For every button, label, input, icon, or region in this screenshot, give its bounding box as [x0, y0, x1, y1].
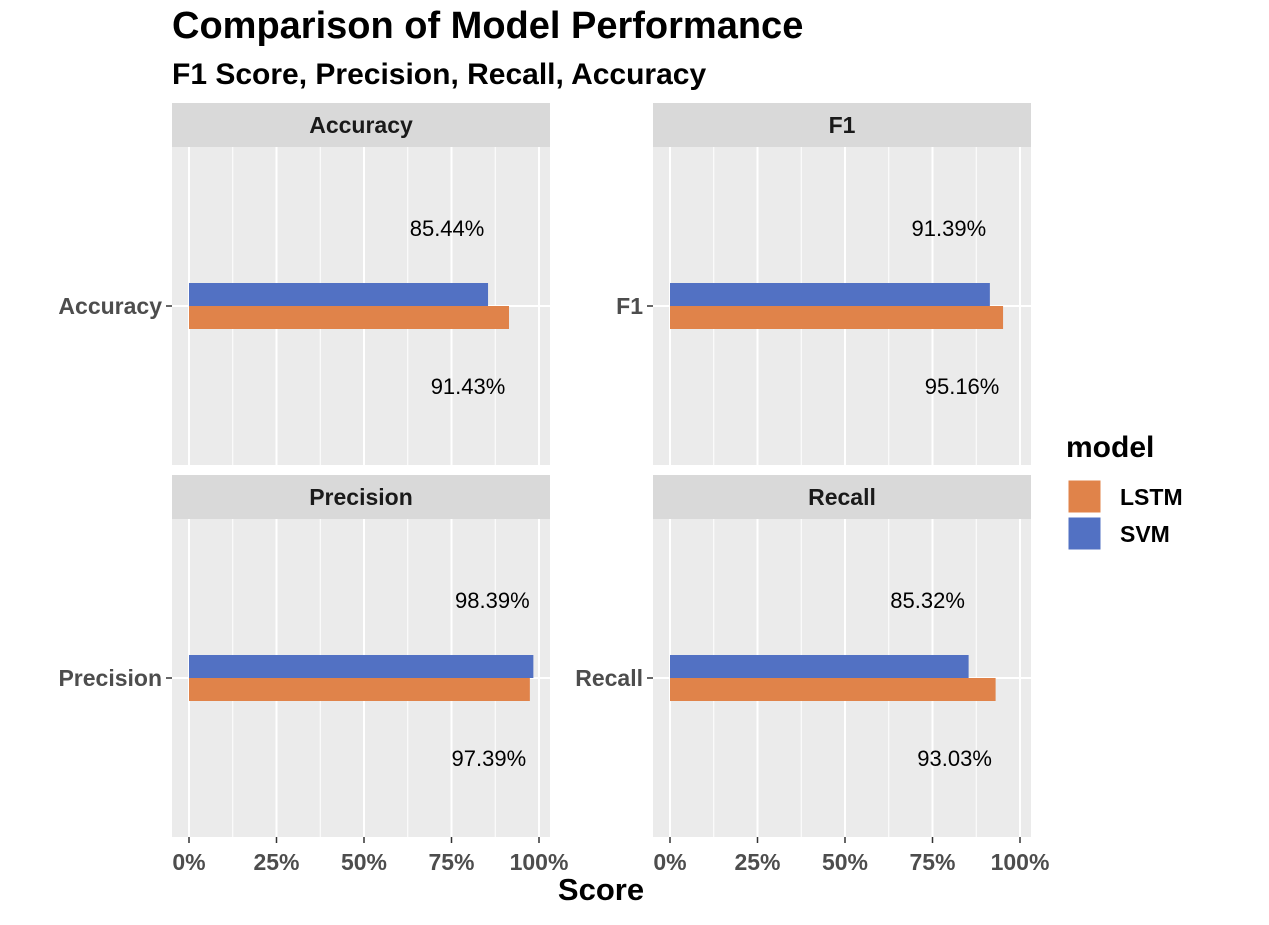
legend-title: model [1066, 431, 1154, 464]
facet-strip [172, 103, 550, 147]
data-label-lstm: 93.03% [917, 746, 992, 771]
y-axis-label: Accuracy [58, 293, 162, 319]
x-axis-tick-label: 25% [734, 849, 780, 875]
data-label-svm: 91.39% [912, 216, 987, 241]
facet-f1: F1 91.39% 95.16% F1 [616, 103, 1031, 465]
x-axis-tick-label: 50% [341, 849, 387, 875]
bar-lstm [670, 306, 1004, 329]
legend: model LSTM SVM [1066, 431, 1183, 551]
facet-strip [172, 475, 550, 519]
facet-strip-label: Accuracy [309, 112, 413, 138]
y-axis-label: Recall [575, 665, 643, 691]
chart-title: Comparison of Model Performance [172, 5, 803, 47]
data-label-svm: 85.32% [890, 588, 965, 613]
data-label-lstm: 97.39% [452, 746, 527, 771]
x-axis-title: Score [558, 872, 644, 907]
bar-lstm [189, 678, 530, 701]
facet-accuracy: Accuracy 85.44% 91.43% Accuracy [58, 103, 550, 465]
data-label-svm: 85.44% [410, 216, 485, 241]
chart-subtitle: F1 Score, Precision, Recall, Accuracy [172, 58, 706, 91]
facet-precision: Precision 98.39% 97.39% Precision 0% 25% 50% 75… [58, 475, 568, 875]
bar-svm [189, 283, 489, 306]
facet-panels: Accuracy 85.44% 91.43% Accuracy F1 91.39% 95.1… [58, 103, 1049, 875]
facet-strip-label: Precision [309, 484, 413, 510]
legend-label-lstm: LSTM [1120, 484, 1183, 510]
bar-lstm [670, 678, 996, 701]
x-axis-tick-label: 75% [428, 849, 474, 875]
legend-label-svm: SVM [1120, 521, 1170, 547]
legend-key-svm [1067, 516, 1102, 551]
y-axis-label: F1 [616, 293, 643, 319]
facet-strip [653, 475, 1031, 519]
bar-svm [189, 655, 534, 678]
bar-svm [670, 283, 990, 306]
x-axis-tick-label: 0% [172, 849, 205, 875]
x-axis-tick-label: 50% [822, 849, 868, 875]
x-axis-tick-label: 100% [510, 849, 569, 875]
x-axis-tick-label: 75% [909, 849, 955, 875]
x-axis-tick-label: 100% [991, 849, 1050, 875]
data-label-svm: 98.39% [455, 588, 530, 613]
facet-strip [653, 103, 1031, 147]
bar-lstm [189, 306, 510, 329]
facet-recall: Recall 85.32% 93.03% Recall 0% 25% 50% 75% 100% [575, 475, 1049, 875]
data-label-lstm: 95.16% [925, 374, 1000, 399]
bar-svm [670, 655, 969, 678]
y-axis-label: Precision [58, 665, 162, 691]
facet-strip-label: F1 [829, 112, 856, 138]
facet-strip-label: Recall [808, 484, 876, 510]
data-label-lstm: 91.43% [431, 374, 506, 399]
legend-key-lstm [1067, 479, 1102, 514]
x-axis-tick-label: 25% [253, 849, 299, 875]
x-axis-tick-label: 0% [653, 849, 686, 875]
